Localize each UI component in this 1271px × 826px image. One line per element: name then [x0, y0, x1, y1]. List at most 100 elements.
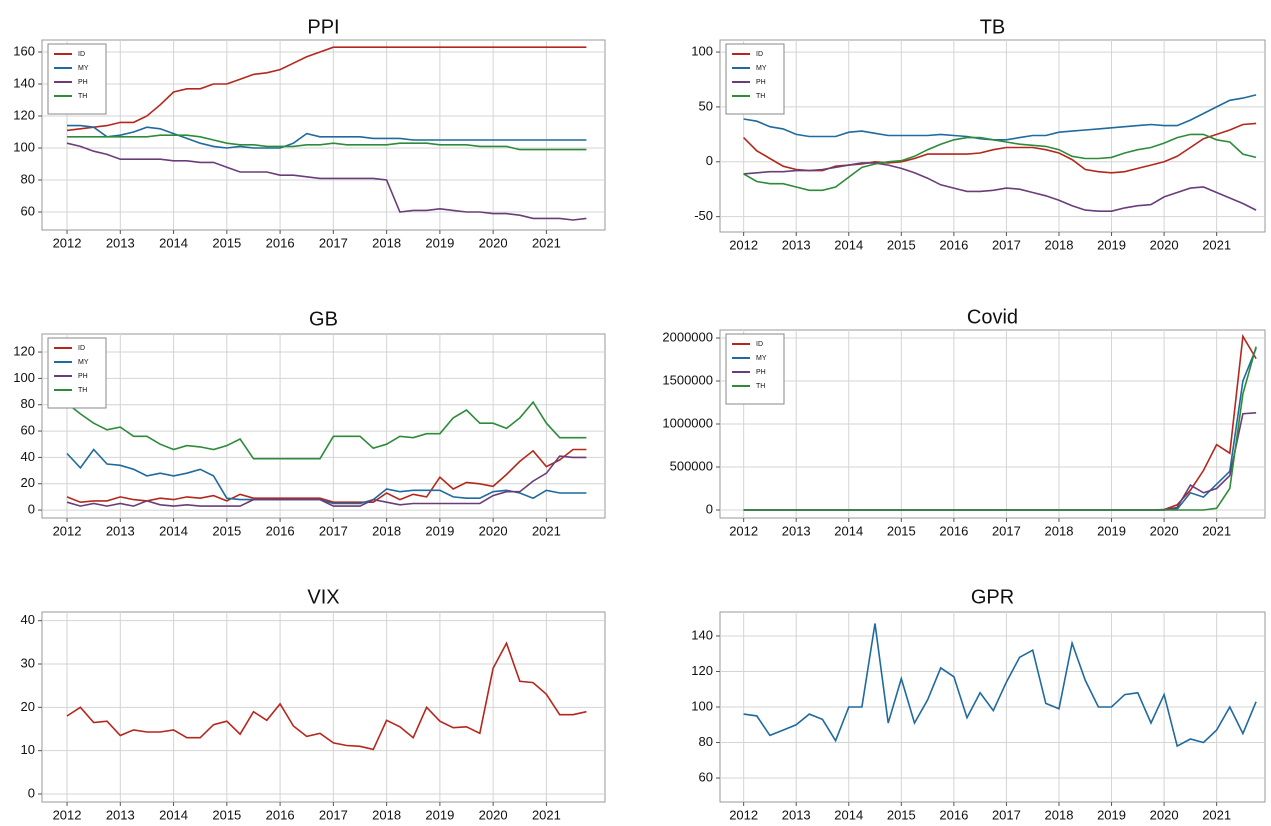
x-tick-label: 2017	[319, 235, 348, 250]
legend-box	[47, 43, 107, 115]
y-tick-label: 80	[21, 171, 35, 186]
x-tick-label: 2012	[53, 807, 82, 821]
legend-label: MY	[78, 359, 89, 366]
legend-label: ID	[756, 51, 763, 58]
plot-area	[41, 39, 606, 231]
y-tick-label: 100	[691, 698, 713, 713]
x-tick-label: 2013	[106, 235, 135, 250]
y-tick-label: 140	[691, 627, 713, 642]
legend-box	[725, 333, 785, 405]
x-tick-label: 2019	[425, 235, 454, 250]
x-tick-label: 2020	[1150, 807, 1179, 821]
x-tick-label: 2016	[266, 235, 295, 250]
data-line	[743, 94, 1257, 141]
x-tick-label: 2015	[212, 523, 241, 538]
y-tick-label: 20	[21, 699, 35, 714]
x-tick-label: 2014	[159, 523, 188, 538]
y-tick-label: 50	[699, 98, 713, 113]
legend-label: PH	[756, 369, 766, 376]
x-tick-label: 2016	[266, 807, 295, 821]
data-line	[66, 142, 587, 221]
y-tick-label: -50	[694, 208, 713, 223]
legend-label: TH	[78, 387, 87, 394]
data-line	[66, 448, 587, 504]
y-tick-label: 0	[706, 501, 713, 516]
data-line	[66, 46, 587, 132]
x-tick-label: 2014	[159, 807, 188, 821]
data-line	[66, 448, 587, 505]
legend-label: TH	[756, 93, 765, 100]
legend-label: TH	[756, 383, 765, 390]
x-tick-label: 2015	[212, 807, 241, 821]
x-tick-label: 2017	[992, 523, 1021, 538]
y-tick-label: 100	[13, 139, 35, 154]
x-tick-label: 2016	[939, 237, 968, 252]
x-tick-label: 2017	[992, 237, 1021, 252]
y-tick-label: 10	[21, 742, 35, 757]
x-tick-label: 2019	[1097, 807, 1126, 821]
y-tick-label: 1000000	[662, 415, 713, 430]
x-tick-label: 2017	[992, 807, 1021, 821]
y-tick-label: 2000000	[662, 329, 713, 344]
x-tick-label: 2018	[372, 523, 401, 538]
y-tick-label: 30	[21, 655, 35, 670]
x-tick-label: 2015	[887, 807, 916, 821]
y-tick-label: 100	[691, 44, 713, 59]
x-tick-label: 2021	[532, 523, 561, 538]
legend-box	[47, 337, 107, 409]
x-tick-label: 2021	[532, 235, 561, 250]
x-tick-label: 2015	[887, 523, 916, 538]
y-tick-label: 120	[13, 343, 35, 358]
x-tick-label: 2018	[1045, 807, 1074, 821]
data-line	[67, 124, 587, 149]
y-tick-label: 60	[21, 203, 35, 218]
x-tick-label: 2020	[479, 235, 508, 250]
legend-label: TH	[78, 93, 87, 100]
data-line	[743, 133, 1257, 192]
chart-title: Covid	[967, 306, 1018, 328]
chart-title: VIX	[307, 586, 339, 608]
x-tick-label: 2018	[1045, 523, 1074, 538]
data-line	[743, 623, 1257, 748]
legend-label: PH	[756, 79, 766, 86]
x-tick-label: 2021	[532, 807, 561, 821]
data-line	[743, 346, 1257, 511]
x-tick-label: 2012	[729, 807, 758, 821]
x-tick-label: 2013	[782, 237, 811, 252]
chart-title: GB	[309, 308, 338, 330]
x-tick-label: 2016	[939, 807, 968, 821]
y-tick-label: 140	[13, 75, 35, 90]
x-tick-label: 2019	[425, 807, 454, 821]
y-tick-label: 500000	[670, 458, 713, 473]
y-tick-label: 80	[699, 734, 713, 749]
chart-title: TB	[980, 16, 1006, 38]
x-tick-label: 2012	[729, 523, 758, 538]
legend-label: PH	[78, 373, 88, 380]
x-tick-label: 2013	[782, 523, 811, 538]
x-tick-label: 2021	[1202, 237, 1231, 252]
x-tick-label: 2019	[1097, 237, 1126, 252]
y-tick-label: 40	[21, 449, 35, 464]
x-tick-label: 2013	[106, 523, 135, 538]
legend-label: ID	[78, 345, 85, 352]
x-tick-label: 2016	[266, 523, 295, 538]
y-tick-label: 0	[706, 153, 713, 168]
y-tick-label: 20	[21, 475, 35, 490]
x-tick-label: 2020	[1150, 237, 1179, 252]
legend-label: ID	[78, 51, 85, 58]
x-tick-label: 2018	[372, 235, 401, 250]
x-tick-label: 2020	[479, 523, 508, 538]
x-tick-label: 2015	[887, 237, 916, 252]
x-tick-label: 2016	[939, 523, 968, 538]
y-tick-label: 1500000	[662, 372, 713, 387]
y-tick-label: 120	[691, 663, 713, 678]
x-tick-label: 2012	[53, 235, 82, 250]
x-tick-label: 2013	[782, 807, 811, 821]
chart-title: GPR	[971, 586, 1014, 608]
x-tick-label: 2015	[212, 235, 241, 250]
x-tick-label: 2019	[1097, 523, 1126, 538]
x-tick-label: 2020	[479, 807, 508, 821]
legend-label: PH	[78, 79, 88, 86]
data-line	[66, 455, 587, 507]
